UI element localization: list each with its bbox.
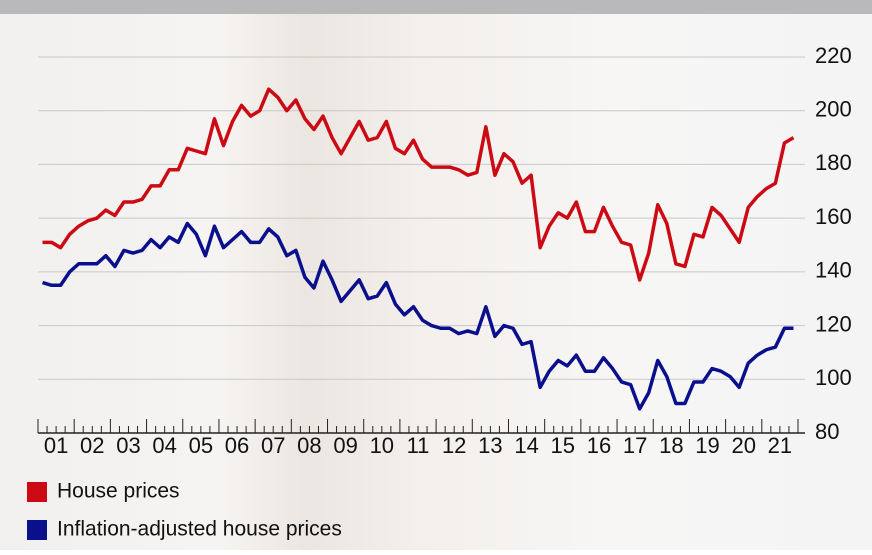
x-tick-label: 06: [225, 433, 249, 458]
x-tick-label: 04: [152, 433, 176, 458]
x-tick-label: 15: [551, 433, 575, 458]
x-tick-label: 20: [731, 433, 755, 458]
y-tick-label: 200: [815, 97, 852, 122]
x-tick-label: 10: [370, 433, 394, 458]
legend-label: Inflation-adjusted house prices: [57, 518, 342, 541]
y-tick-label: 160: [815, 204, 852, 229]
x-tick-label: 14: [514, 433, 538, 458]
y-tick-label: 220: [815, 43, 852, 68]
x-tick-label: 03: [116, 433, 140, 458]
y-tick-label: 80: [815, 419, 839, 444]
x-tick-label: 13: [478, 433, 502, 458]
series-line: [42, 87, 795, 282]
y-tick-label: 180: [815, 150, 852, 175]
x-tick-label: 12: [442, 433, 466, 458]
x-tick-label: 09: [333, 433, 357, 458]
y-tick-label: 120: [815, 311, 852, 336]
legend-swatch: [27, 482, 47, 502]
x-tick-label: 02: [80, 433, 104, 458]
x-tick-label: 18: [659, 433, 683, 458]
x-tick-label: 05: [189, 433, 213, 458]
x-tick-label: 11: [407, 433, 430, 458]
x-tick-label: 16: [587, 433, 611, 458]
x-tick-label: 21: [768, 433, 792, 458]
x-tick-label: 07: [261, 433, 285, 458]
header-bar: [0, 0, 872, 14]
x-tick-label: 08: [297, 433, 321, 458]
x-tick-label: 17: [623, 433, 647, 458]
x-tick-label: 01: [44, 433, 68, 458]
y-tick-label: 140: [815, 258, 852, 283]
legend-swatch: [27, 520, 47, 540]
legend-label: House prices: [57, 480, 180, 503]
series-line: [42, 221, 794, 411]
y-tick-label: 100: [815, 365, 852, 390]
x-tick-label: 19: [695, 433, 719, 458]
